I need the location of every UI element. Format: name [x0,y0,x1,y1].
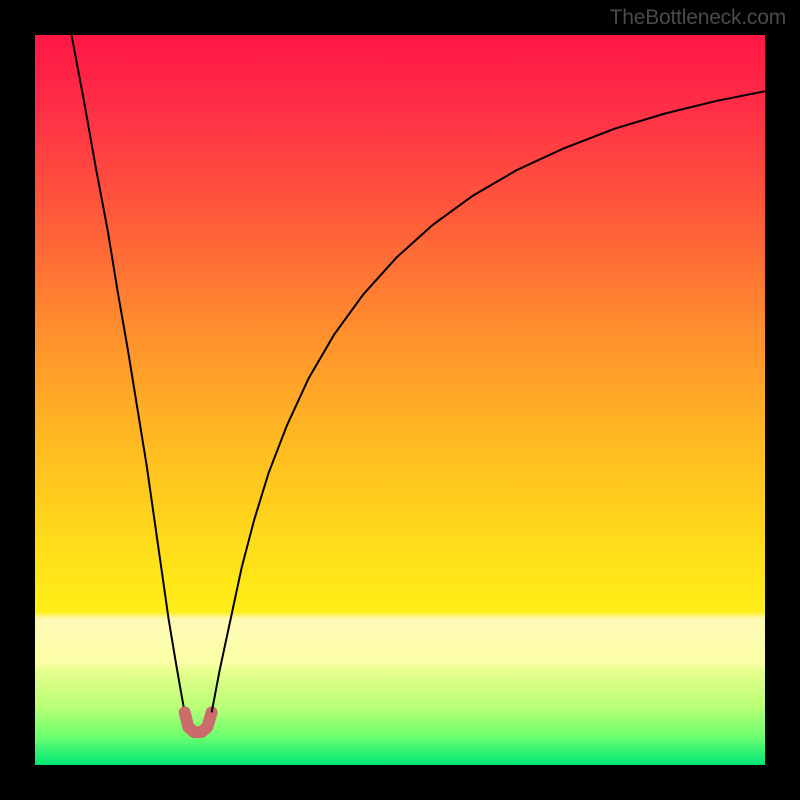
watermark-text: TheBottleneck.com [610,6,786,30]
bottleneck-curve-chart [35,35,765,765]
chart-background [35,35,765,765]
